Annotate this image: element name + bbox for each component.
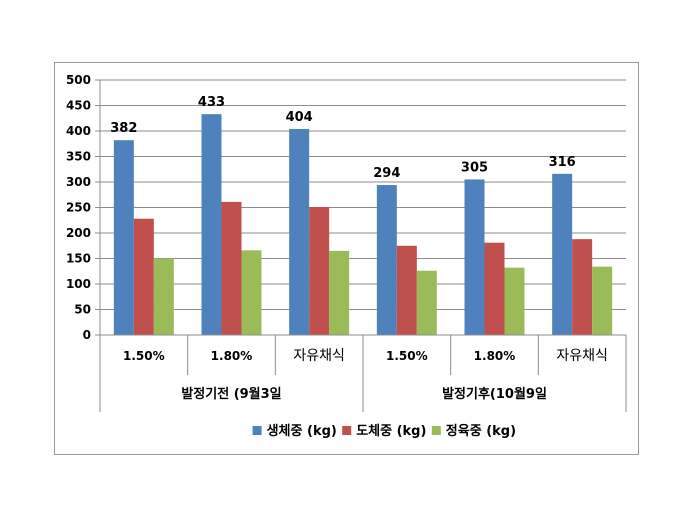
category-label: 1.80% [474,349,516,363]
data-label: 316 [549,155,576,170]
bar [133,218,154,335]
y-tick-labels: 0 50 100 150 200 250 300 350 400 450 500 [66,73,91,342]
group-label: 발정기후(10월9일 [442,386,547,402]
bar [113,140,134,335]
bar [396,245,417,335]
bar [592,266,613,335]
gridlines [100,79,626,310]
group-label: 발정기전 (9월3일 [181,386,281,402]
axes [95,79,627,412]
bar [376,185,397,335]
bar [504,267,525,335]
legend-swatch [252,426,262,435]
bar [464,179,485,335]
legend-label: 생체중 (kg) [267,424,337,439]
legend: 생체중 (kg) 도체중 (kg) 정육중 (kg) [252,423,516,439]
y-tick-label: 50 [74,303,91,317]
y-tick-label: 300 [66,175,91,189]
data-labels: 382 433 404 294 305 316 [110,95,575,181]
bar [484,242,505,335]
category-label: 자유채식 [556,348,608,364]
bar [241,250,262,335]
bar [309,206,330,335]
data-label: 433 [198,95,225,110]
y-tick-label: 350 [66,150,91,164]
category-label: 1.50% [123,349,165,363]
bars [113,114,613,335]
bar [416,270,437,335]
data-label: 305 [461,160,488,175]
category-label: 1.50% [386,349,428,363]
bar [221,201,242,335]
y-tick-label: 100 [66,277,91,291]
y-tick-label: 450 [66,99,91,113]
bar [572,239,593,335]
y-tick-label: 150 [66,252,91,266]
legend-swatch [342,426,352,435]
category-label: 자유채식 [293,348,345,364]
bar [552,173,573,335]
legend-swatch [431,426,441,435]
y-tick-label: 400 [66,124,91,138]
y-tick-label: 500 [66,73,91,87]
bar [329,250,350,335]
bar [201,114,222,335]
bar [289,128,310,335]
bar [153,258,174,335]
data-label: 382 [110,121,137,136]
y-tick-label: 0 [83,328,91,342]
y-tick-label: 200 [66,226,91,240]
legend-label: 도체중 (kg) [356,424,426,439]
y-tick-label: 250 [66,201,91,215]
legend-label: 정육중 (kg) [446,423,516,439]
data-label: 294 [373,166,400,181]
category-label: 1.80% [211,349,253,363]
data-label: 404 [286,110,313,125]
